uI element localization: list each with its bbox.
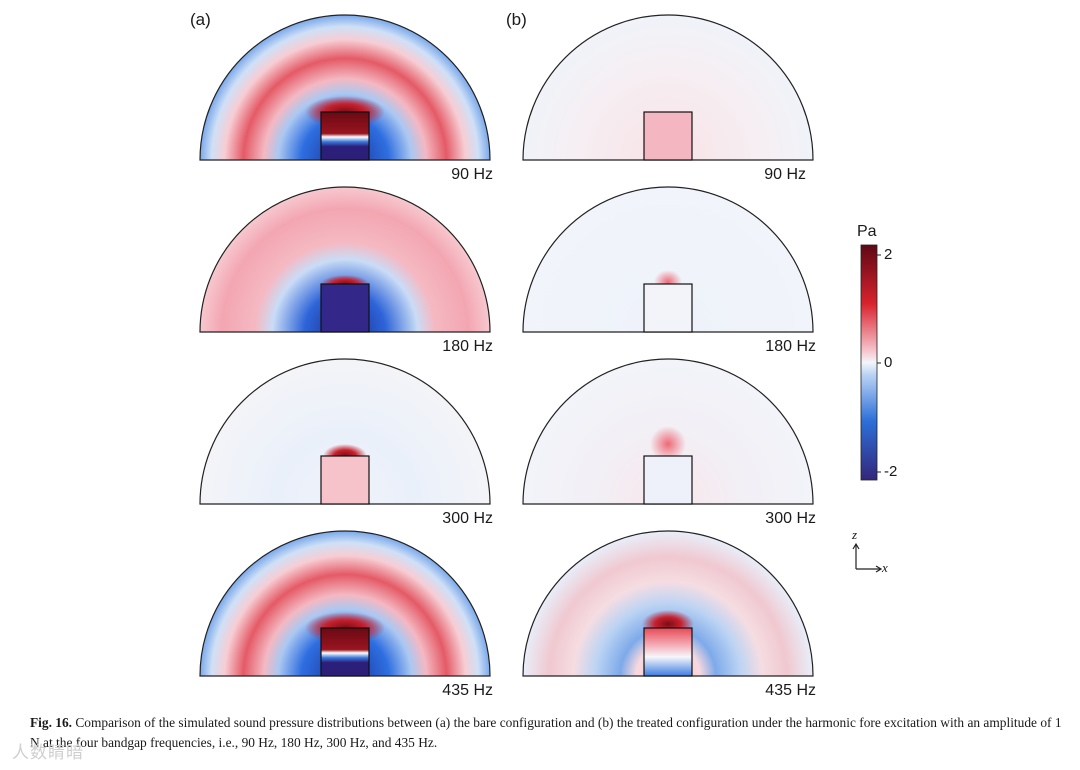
panel-a-90hz	[199, 14, 491, 161]
freq-label-b-90: 90 Hz	[764, 166, 806, 183]
panel-b-300hz	[522, 358, 814, 505]
figure-caption: Fig. 16. Comparison of the simulated sou…	[30, 713, 1070, 753]
panel-a-180hz	[199, 186, 491, 333]
panel-b-435hz	[522, 530, 814, 677]
colorbar-unit: Pa	[857, 223, 877, 240]
axis-indicator	[852, 542, 883, 573]
watermark: 人数睛暗	[12, 743, 84, 762]
colorbar	[860, 244, 878, 481]
colorbar-tick-zero: 0	[884, 354, 893, 371]
freq-label-a-300: 300 Hz	[442, 510, 493, 527]
figure-canvas	[199, 14, 883, 677]
freq-label-a-435: 435 Hz	[442, 682, 493, 699]
freq-label-a-180: 180 Hz	[442, 338, 493, 355]
freq-label-a-90: 90 Hz	[451, 166, 493, 183]
freq-label-b-300: 300 Hz	[765, 510, 816, 527]
axis-x-label: x	[882, 560, 888, 575]
colorbar-tick-max: 2	[884, 246, 893, 263]
colorbar-tick-min: -2	[884, 463, 898, 480]
axis-z-label: z	[852, 527, 858, 542]
caption-label: Fig. 16.	[30, 715, 73, 730]
panel-label-a: (a)	[190, 10, 211, 29]
panel-a-300hz	[199, 358, 491, 505]
panel-b-180hz	[522, 186, 814, 333]
freq-label-b-435: 435 Hz	[765, 682, 816, 699]
caption-text: Comparison of the simulated sound pressu…	[30, 715, 1062, 750]
panel-a-435hz	[199, 530, 491, 677]
panel-label-b: (b)	[506, 10, 527, 29]
panel-b-90hz	[522, 14, 814, 161]
freq-label-b-180: 180 Hz	[765, 338, 816, 355]
